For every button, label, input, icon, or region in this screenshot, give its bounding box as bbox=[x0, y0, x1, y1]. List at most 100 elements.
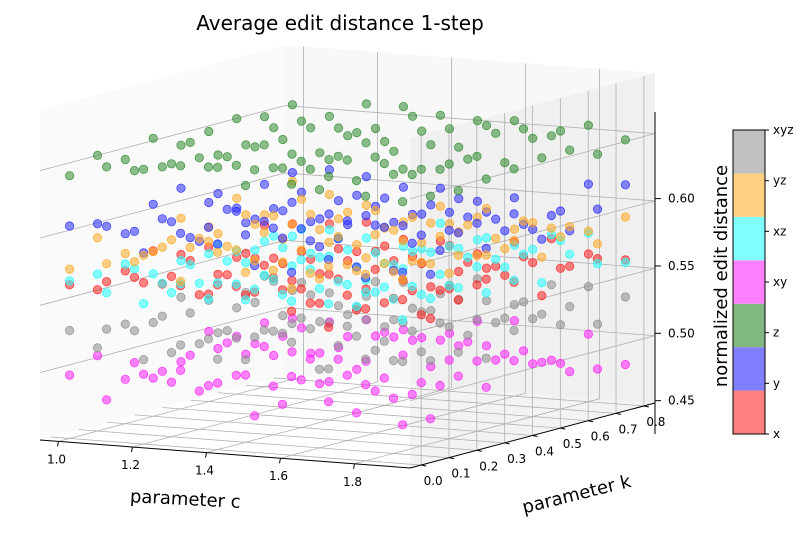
data-point-yz bbox=[296, 194, 307, 204]
data-point-yz bbox=[426, 218, 436, 228]
data-point-z bbox=[194, 153, 204, 163]
data-point-xy bbox=[324, 376, 334, 387]
x-tick-labels: 1.0 1.2 1.4 1.6 1.8 bbox=[47, 441, 362, 489]
data-point-z bbox=[435, 164, 445, 174]
data-point-z bbox=[305, 164, 315, 174]
data-point-z bbox=[407, 111, 418, 121]
data-point-xy bbox=[388, 393, 399, 403]
data-point-xz bbox=[286, 296, 297, 306]
data-point-y bbox=[472, 196, 482, 206]
data-point-yz bbox=[352, 240, 362, 250]
y-tick-mark bbox=[560, 427, 566, 430]
colorbar-segment-z bbox=[733, 303, 765, 348]
data-point-xy bbox=[185, 350, 195, 360]
data-point-xyz bbox=[278, 310, 288, 321]
data-point-xyz bbox=[481, 296, 492, 306]
data-point-y bbox=[65, 221, 75, 231]
data-point-y bbox=[222, 204, 232, 214]
data-point-z bbox=[259, 140, 269, 150]
data-point-xy bbox=[213, 343, 223, 354]
x-tick-label: 1.8 bbox=[343, 475, 362, 489]
data-point-xz bbox=[269, 231, 279, 241]
data-point-xz bbox=[518, 249, 529, 259]
data-point-xz bbox=[500, 262, 510, 272]
data-point-z bbox=[518, 124, 529, 134]
data-point-x bbox=[583, 249, 594, 259]
data-point-xz bbox=[157, 278, 167, 288]
data-point-yz bbox=[361, 253, 371, 263]
data-point-xy bbox=[277, 399, 288, 409]
data-point-xy bbox=[269, 350, 279, 361]
data-point-yz bbox=[268, 265, 278, 275]
data-point-x bbox=[370, 264, 380, 274]
data-point-xy bbox=[231, 370, 241, 380]
data-point-z bbox=[565, 145, 575, 155]
colorbar-tick-label: y bbox=[773, 376, 780, 390]
data-point-yz bbox=[361, 200, 371, 210]
data-point-y bbox=[491, 214, 501, 224]
data-point-yz bbox=[65, 264, 75, 274]
data-point-x bbox=[454, 266, 464, 277]
data-point-xz bbox=[204, 249, 214, 259]
data-point-x bbox=[453, 295, 463, 305]
data-point-z bbox=[361, 138, 371, 148]
data-point-yz bbox=[389, 225, 399, 235]
data-point-yz bbox=[453, 250, 463, 260]
data-point-xy bbox=[592, 364, 603, 374]
data-point-y bbox=[398, 182, 408, 192]
data-point-xy bbox=[139, 369, 149, 379]
data-point-yz bbox=[620, 212, 631, 222]
data-point-z bbox=[176, 140, 186, 150]
data-point-xyz bbox=[139, 354, 149, 365]
data-point-z bbox=[129, 166, 140, 176]
colorbar-tick-label: x bbox=[773, 427, 780, 441]
data-point-x bbox=[287, 275, 297, 286]
z-tick-label: 0.50 bbox=[668, 326, 695, 340]
data-point-y bbox=[537, 234, 547, 244]
data-point-z bbox=[287, 149, 297, 159]
data-point-xy bbox=[148, 373, 158, 383]
data-point-y bbox=[296, 224, 306, 234]
data-point-z bbox=[444, 124, 455, 134]
data-point-z bbox=[102, 162, 112, 172]
data-point-x bbox=[194, 290, 204, 300]
data-point-z bbox=[537, 153, 547, 163]
data-point-xyz bbox=[314, 364, 325, 374]
data-point-x bbox=[296, 284, 306, 294]
data-point-yz bbox=[491, 233, 501, 243]
data-point-xz bbox=[259, 270, 269, 280]
data-point-y bbox=[592, 204, 603, 214]
data-point-xz bbox=[176, 255, 186, 266]
data-point-y bbox=[546, 210, 557, 221]
data-point-yz bbox=[241, 210, 251, 220]
data-point-z bbox=[306, 123, 316, 133]
data-point-xz bbox=[351, 301, 362, 311]
data-point-yz bbox=[129, 257, 140, 267]
data-point-z bbox=[333, 123, 344, 133]
grid-line-c bbox=[280, 63, 526, 459]
data-point-z bbox=[120, 154, 130, 165]
data-point-xy bbox=[370, 386, 380, 396]
data-point-xz bbox=[491, 254, 501, 264]
data-point-xz bbox=[323, 299, 334, 309]
data-point-xyz bbox=[388, 355, 399, 366]
data-point-y bbox=[426, 200, 436, 210]
data-point-y bbox=[444, 225, 454, 235]
data-point-yz bbox=[315, 225, 325, 235]
data-point-z bbox=[360, 191, 371, 201]
data-point-y bbox=[352, 190, 362, 200]
data-point-xyz bbox=[491, 317, 501, 328]
x-axis-label: parameter c bbox=[129, 486, 241, 513]
data-point-yz bbox=[286, 283, 297, 294]
data-point-y bbox=[92, 219, 103, 229]
data-point-xyz bbox=[306, 290, 316, 300]
data-point-xyz bbox=[555, 320, 566, 330]
y-tick-mark bbox=[588, 420, 594, 423]
colorbar-label: normalized edit distance bbox=[711, 165, 732, 387]
data-point-xy bbox=[194, 386, 204, 396]
data-point-yz bbox=[370, 205, 381, 216]
data-point-y bbox=[166, 217, 177, 227]
data-point-xy bbox=[518, 346, 529, 356]
data-point-xz bbox=[92, 269, 103, 279]
data-point-x bbox=[481, 263, 492, 273]
